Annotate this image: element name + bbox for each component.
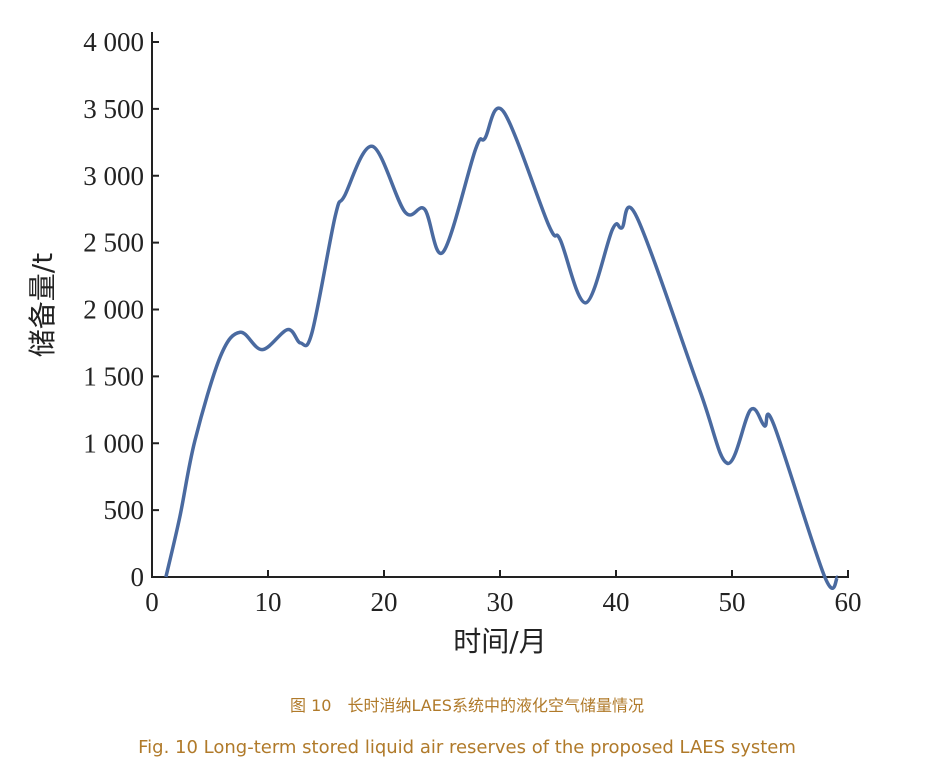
y-tick-label: 1 500: [83, 361, 144, 391]
y-tick-label: 500: [104, 495, 145, 525]
x-tick-label: 50: [719, 587, 746, 617]
x-axis-label: 时间/月: [453, 625, 546, 658]
y-tick-label: 2 000: [83, 295, 144, 325]
y-tick-label: 3 500: [83, 94, 144, 124]
x-tick-label: 60: [835, 587, 862, 617]
y-tick-label: 0: [131, 562, 145, 592]
x-tick-label: 0: [145, 587, 159, 617]
y-tick-label: 1 000: [83, 428, 144, 458]
figure-caption-english: Fig. 10 Long-term stored liquid air rese…: [138, 737, 796, 758]
series-line: [164, 106, 840, 590]
x-tick-label: 30: [487, 587, 514, 617]
y-tick-label: 4 000: [83, 27, 144, 57]
y-tick-label: 2 500: [83, 228, 144, 258]
line-chart: 0 10 20 30 40 50 60 0 500 1 000 1 500 2 000 2 500 3 0…: [26, 27, 862, 658]
y-axis-label: 储备量/t: [26, 253, 59, 357]
y-tick-label: 3 000: [83, 161, 144, 191]
x-tick-label: 40: [603, 587, 630, 617]
x-tick-label: 20: [371, 587, 398, 617]
x-tick-label: 10: [255, 587, 282, 617]
figure-caption-chinese: 图 10 长时消纳LAES系统中的液化空气储量情况: [290, 696, 644, 715]
